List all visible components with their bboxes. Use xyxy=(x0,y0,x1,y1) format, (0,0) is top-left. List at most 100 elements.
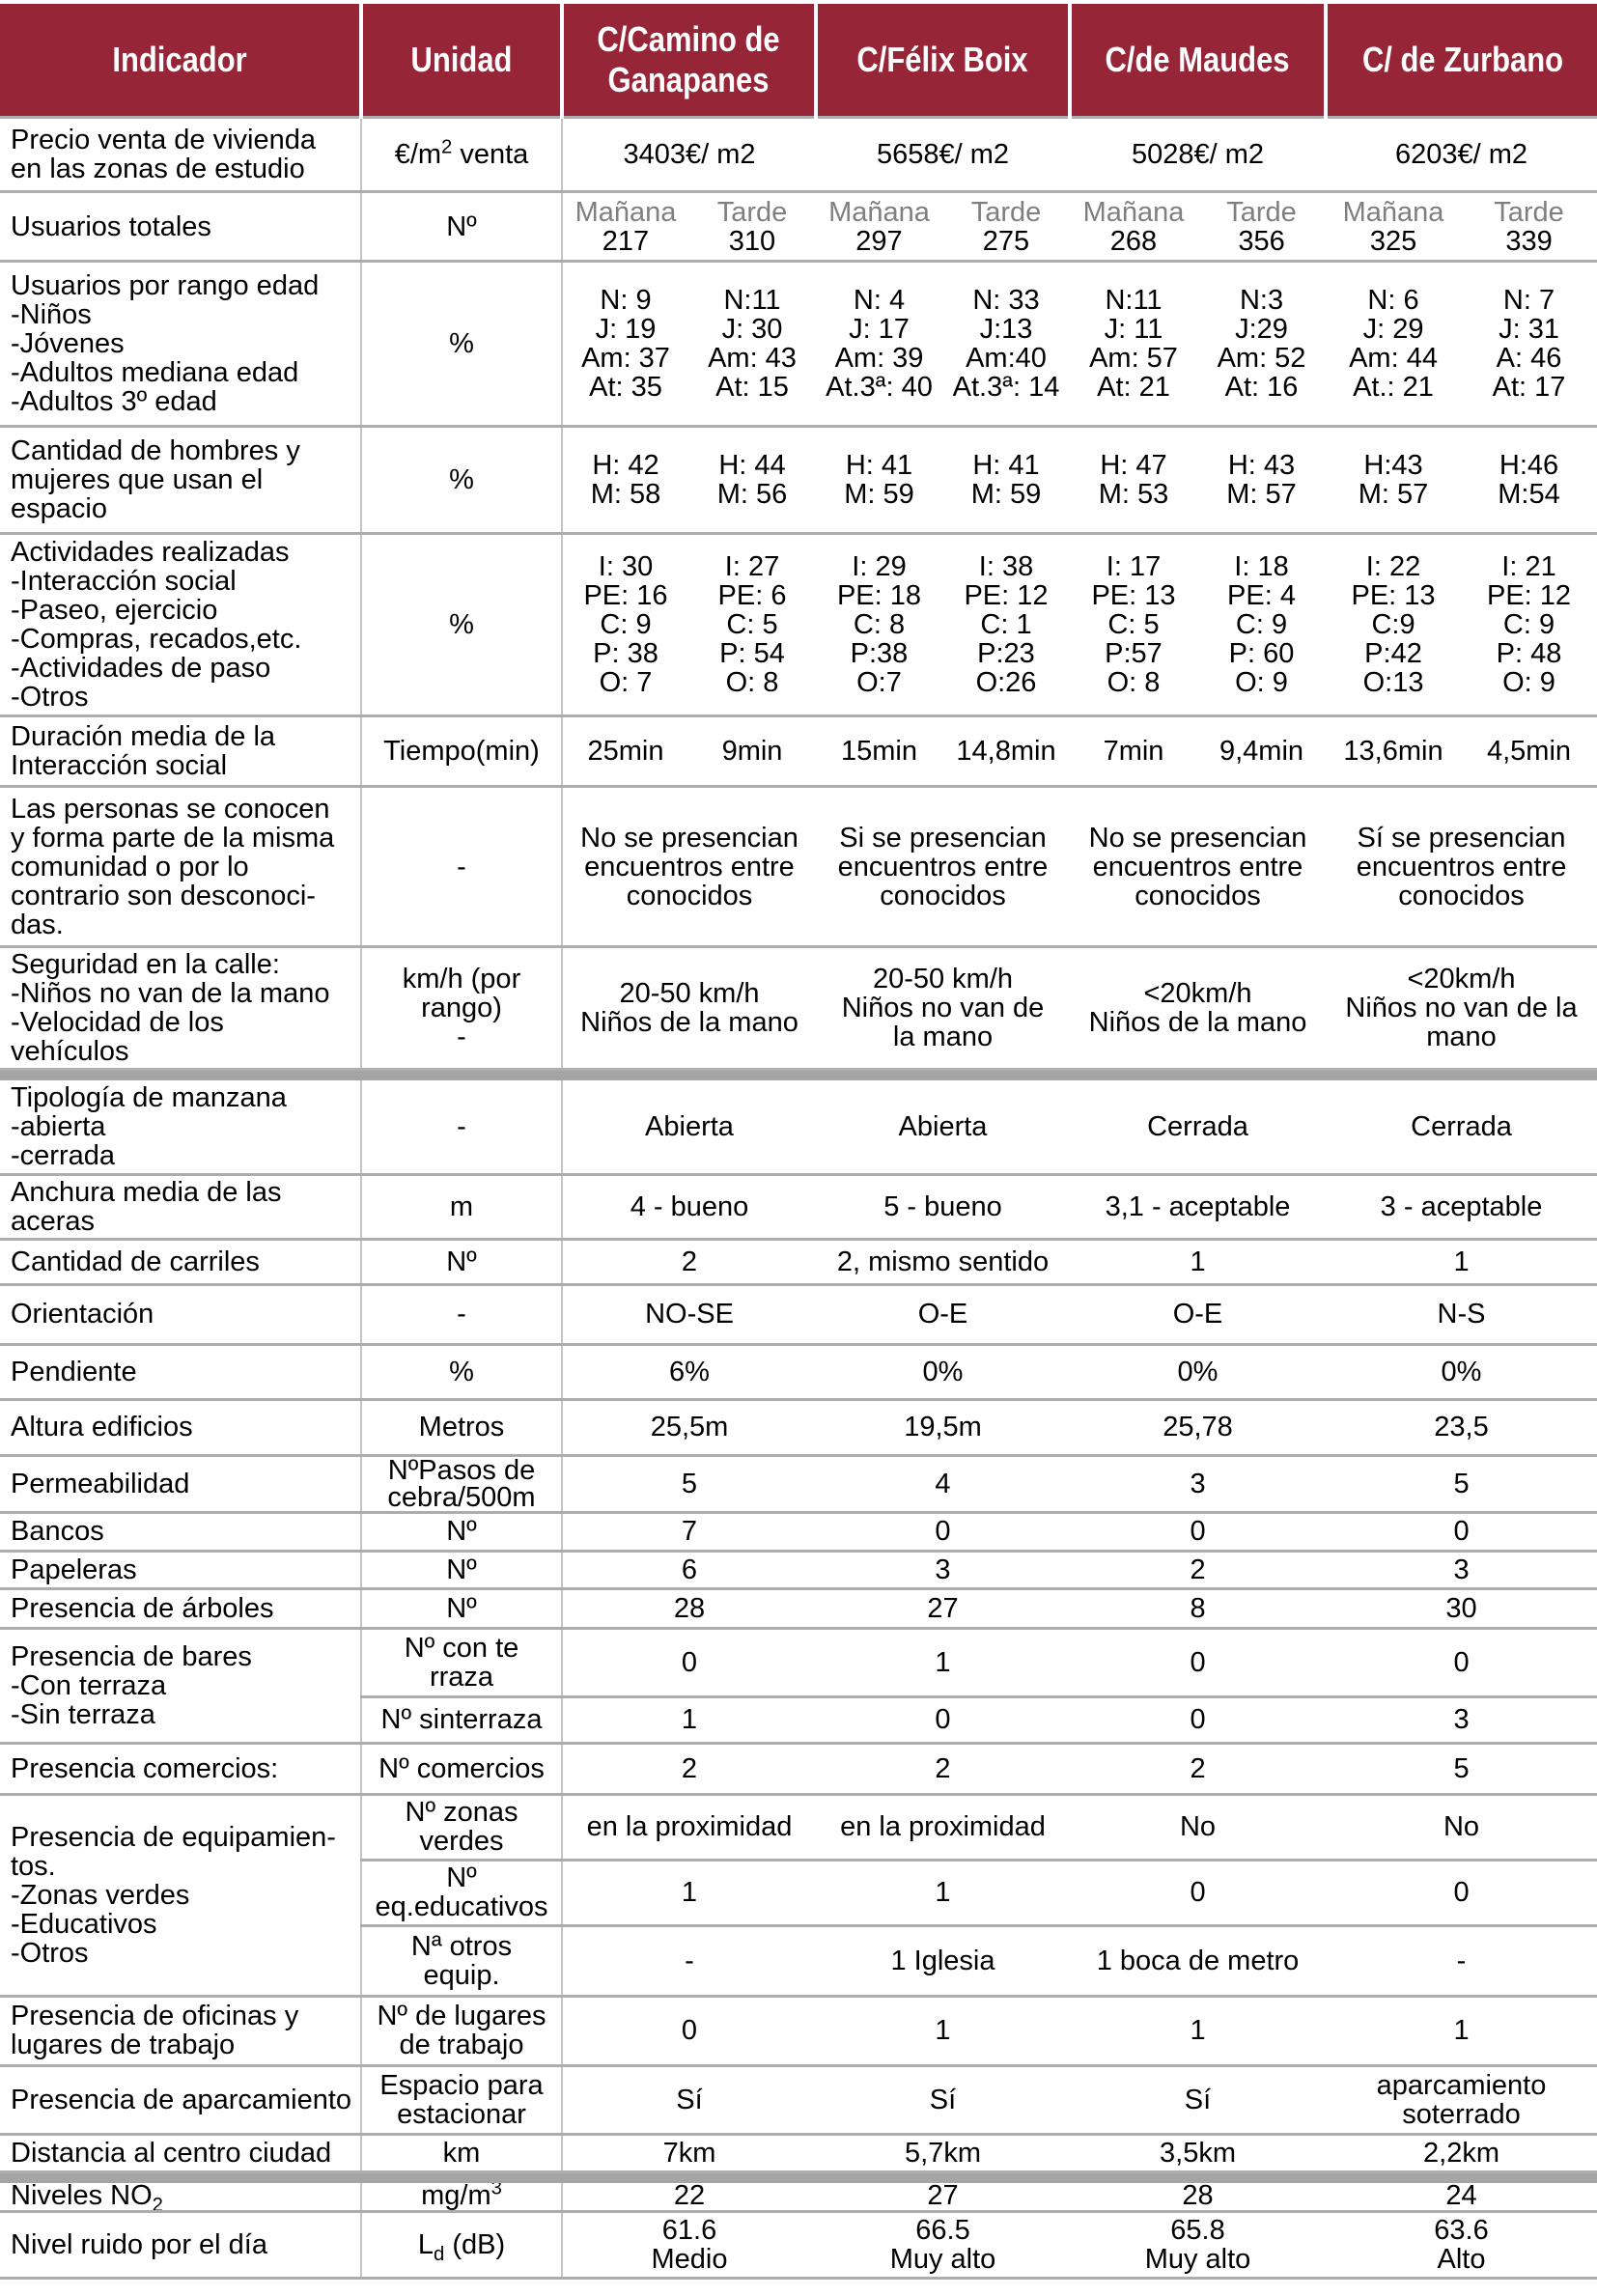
hombres-mujeres-value-felix-boix-tarde: H: 41 M: 59 xyxy=(942,426,1070,535)
orientacion-value-maudes: O-E xyxy=(1070,1284,1327,1346)
rango-edad-value-zurbano-manana: N: 6 J: 29 Am: 44 At.: 21 xyxy=(1326,261,1462,428)
altura-edificios-value-maudes: 25,78 xyxy=(1070,1399,1327,1457)
niveles-no2-value-felix-boix: 27 xyxy=(816,2182,1070,2213)
unit-papeleras: Nº xyxy=(361,1551,563,1590)
pendiente-value-zurbano: 0% xyxy=(1326,1344,1597,1401)
indicator-arboles: Presencia de árboles xyxy=(0,1588,362,1630)
column-header-label: C/de Maudes xyxy=(1106,40,1290,79)
bares-sin-terraza-value-zurbano: 3 xyxy=(1326,1696,1597,1745)
row-nivel-ruido: Nivel ruido por el día Ld (dB) 61.6 Medio 66… xyxy=(0,2211,1597,2280)
actividades-value-felix-boix-tarde: I: 38 PE: 12 C: 1 P:23 O:26 xyxy=(942,533,1070,717)
nivel-ruido-value-maudes: 65.8 Muy alto xyxy=(1070,2211,1327,2280)
indicator-distancia-centro: Distancia al centro ciudad xyxy=(0,2134,362,2173)
distancia-centro-value-felix-boix: 5,7km xyxy=(816,2134,1070,2173)
usuarios-totales-cell-ganapanes-tarde: Tarde 310 xyxy=(688,191,816,263)
bares-con-terraza-value-ganapanes: 0 xyxy=(562,1628,816,1698)
row-orientacion: Orientación - NO-SE O-E O-E N-S xyxy=(0,1284,1597,1346)
actividades-value-felix-boix-manana: I: 29 PE: 18 C: 8 P:38 O:7 xyxy=(816,533,942,717)
indicator-personas-conocen: Las personas se conocen y forma parte de … xyxy=(0,786,362,948)
duracion-value-ganapanes-manana: 25min xyxy=(562,715,688,788)
indicator-aparcamiento: Presencia de aparcamiento xyxy=(0,2065,362,2136)
comercios-value-felix-boix: 2 xyxy=(816,1743,1070,1796)
subheader-manana: Mañana xyxy=(1342,196,1444,228)
nivel-ruido-value-felix-boix: 66.5 Muy alto xyxy=(816,2211,1070,2280)
indicator-nivel-ruido: Nivel ruido por el día xyxy=(0,2211,362,2280)
unit-pendiente: % xyxy=(361,1344,563,1401)
zonas-verdes-value-zurbano: No xyxy=(1326,1794,1597,1862)
indicators-table: Indicador Unidad C/Camino de Ganapanes C/Fél… xyxy=(0,4,1597,2280)
aparcamiento-value-ganapanes: Sí xyxy=(562,2065,816,2136)
duracion-value-zurbano-tarde: 4,5min xyxy=(1461,715,1597,788)
unit-bares-sin-terraza: Nº sinterraza xyxy=(361,1696,563,1745)
distancia-centro-value-zurbano: 2,2km xyxy=(1326,2134,1597,2173)
thick-separator xyxy=(0,2171,1597,2183)
row-personas-conocen: Las personas se conocen y forma parte de … xyxy=(0,786,1597,948)
niveles-no2-value-zurbano: 24 xyxy=(1326,2182,1597,2213)
row-duracion: Duración media de la Interacción social Ti… xyxy=(0,715,1597,788)
row-distancia-centro: Distancia al centro ciudad km 7km 5,7km 3,5k… xyxy=(0,2134,1597,2173)
subheader-manana: Mañana xyxy=(828,196,930,228)
column-header-maudes: C/de Maudes xyxy=(1070,4,1329,119)
indicator-equipamientos: Presencia de equipamien-tos. -Zonas verde… xyxy=(0,1794,362,1998)
bares-con-terraza-value-felix-boix: 1 xyxy=(816,1628,1070,1698)
indicator-papeleras: Papeleras xyxy=(0,1551,362,1590)
row-aparcamiento: Presencia de aparcamiento Espacio para est… xyxy=(0,2065,1597,2136)
altura-edificios-value-ganapanes: 25,5m xyxy=(562,1399,816,1457)
usuarios-totales-cell-felix-boix-manana: Mañana 297 xyxy=(816,191,942,263)
indicator-duracion: Duración media de la Interacción social xyxy=(0,715,362,788)
hombres-mujeres-value-maudes-tarde: H: 43 M: 57 xyxy=(1197,426,1327,535)
niveles-no2-value-ganapanes: 22 xyxy=(562,2182,816,2213)
indicator-comercios: Presencia comercios: xyxy=(0,1743,362,1796)
arboles-value-felix-boix: 27 xyxy=(816,1588,1070,1630)
anchura-aceras-value-felix-boix: 5 - bueno xyxy=(816,1174,1070,1241)
duracion-value-felix-boix-manana: 15min xyxy=(816,715,942,788)
carriles-value-ganapanes: 2 xyxy=(562,1239,816,1286)
usuarios-totales-cell-maudes-manana: Mañana 268 xyxy=(1070,191,1197,263)
column-header-label: Unidad xyxy=(410,40,513,79)
distancia-centro-value-ganapanes: 7km xyxy=(562,2134,816,2173)
row-permeabilidad: Permeabilidad NºPasos de cebra/500m 5 4 3 5 xyxy=(0,1455,1597,1514)
bares-con-terraza-value-zurbano: 0 xyxy=(1326,1628,1597,1698)
distancia-centro-value-maudes: 3,5km xyxy=(1070,2134,1327,2173)
pendiente-value-felix-boix: 0% xyxy=(816,1344,1070,1401)
row-otros-equip: Nª otros equip. -1 Iglesia 1 boca de metro - xyxy=(0,1925,1597,1998)
unit-niveles-no2: mg/m3 xyxy=(361,2182,563,2213)
unit-permeabilidad: NºPasos de cebra/500m xyxy=(361,1455,563,1514)
personas-conocen-value-zurbano: Sí se presencian encuentros entre conocido… xyxy=(1326,786,1597,948)
unit-anchura-aceras: m xyxy=(361,1174,563,1241)
permeabilidad-value-zurbano: 5 xyxy=(1326,1455,1597,1514)
subheader-tarde: Tarde xyxy=(1226,196,1297,228)
zonas-verdes-value-maudes: No xyxy=(1070,1794,1327,1862)
rango-edad-value-felix-boix-manana: N: 4 J: 17 Am: 39 At.3ª: 40 xyxy=(816,261,942,428)
usuarios-totales-cell-maudes-tarde: Tarde 356 xyxy=(1197,191,1327,263)
bancos-value-zurbano: 0 xyxy=(1326,1512,1597,1553)
rango-edad-value-felix-boix-tarde: N: 33 J:13 Am:40 At.3ª: 14 xyxy=(942,261,1070,428)
tipologia-value-ganapanes: Abierta xyxy=(562,1080,816,1176)
usuarios-totales-value-maudes-manana: 268 xyxy=(1109,225,1158,257)
hombres-mujeres-value-ganapanes-tarde: H: 44 M: 56 xyxy=(688,426,816,535)
row-anchura-aceras: Anchura media de las aceras m 4 - bueno 5 - … xyxy=(0,1174,1597,1241)
indicator-carriles: Cantidad de carriles xyxy=(0,1239,362,1286)
subheader-tarde: Tarde xyxy=(970,196,1042,228)
row-actividades: Actividades realizadas -Interacción socia… xyxy=(0,533,1597,717)
seguridad-value-ganapanes: 20-50 km/h Niños de la mano xyxy=(562,946,816,1071)
orientacion-value-zurbano: N-S xyxy=(1326,1284,1597,1346)
oficinas-value-ganapanes: 0 xyxy=(562,1996,816,2067)
rango-edad-value-maudes-tarde: N:3 J:29 Am: 52 At: 16 xyxy=(1197,261,1327,428)
usuarios-totales-cell-zurbano-tarde: Tarde 339 xyxy=(1461,191,1597,263)
unit-orientacion: - xyxy=(361,1284,563,1346)
papeleras-value-felix-boix: 3 xyxy=(816,1551,1070,1590)
permeabilidad-value-ganapanes: 5 xyxy=(562,1455,816,1514)
table-header: Indicador Unidad C/Camino de Ganapanes C/Fél… xyxy=(0,4,1597,119)
row-zonas-verdes: Presencia de equipamien-tos. -Zonas verde… xyxy=(0,1794,1597,1998)
row-bares-sin-terraza: Nº sinterraza 1 0 0 3 xyxy=(0,1696,1597,1745)
tipologia-value-maudes: Cerrada xyxy=(1070,1080,1327,1176)
zonas-verdes-value-ganapanes: en la proximidad xyxy=(562,1794,816,1862)
indicator-niveles-no2: Niveles NO2 xyxy=(0,2182,362,2213)
row-carriles: Cantidad de carriles Nº 2 2, mismo sentido 1… xyxy=(0,1239,1597,1286)
unit-zonas-verdes: Nº zonas verdes xyxy=(361,1794,563,1862)
usuarios-totales-value-ganapanes-manana: 217 xyxy=(602,225,650,257)
hombres-mujeres-value-zurbano-manana: H:43 M: 57 xyxy=(1326,426,1462,535)
comercios-value-zurbano: 5 xyxy=(1326,1743,1597,1796)
row-usuarios-totales: Usuarios totales Nº Mañana 217 Tarde 310 Mañan… xyxy=(0,191,1597,263)
